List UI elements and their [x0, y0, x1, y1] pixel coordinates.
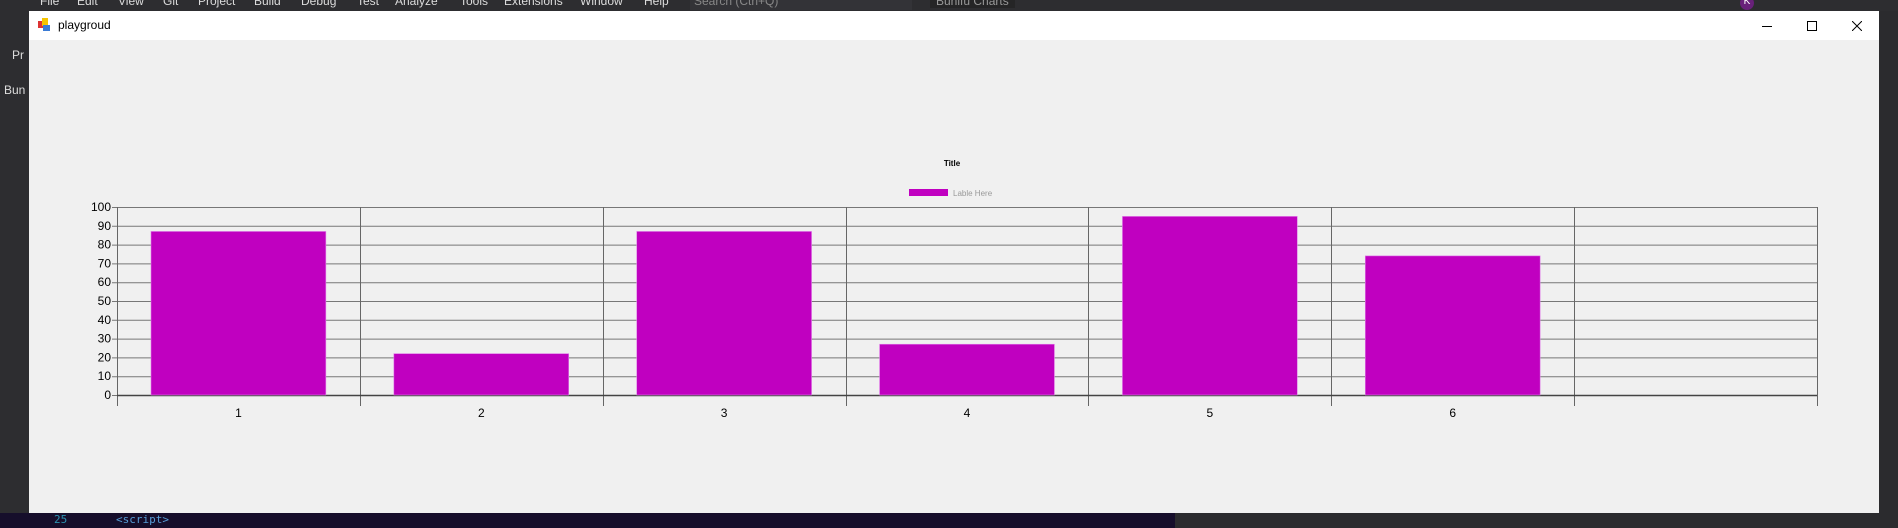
code-line[interactable]: <script> [116, 513, 169, 526]
minimize-icon [1761, 25, 1772, 27]
menu-item-analyze[interactable]: Analyze [395, 0, 438, 8]
ide-label: Pr [12, 48, 24, 62]
maximize-icon [1806, 20, 1817, 31]
menu-item-debug[interactable]: Debug [301, 0, 337, 8]
menu-item-edit[interactable]: Edit [77, 0, 98, 8]
minimize-button[interactable] [1744, 11, 1789, 40]
menu-item-build[interactable]: Build [254, 0, 281, 8]
ide-search-input[interactable]: Search (Ctrl+Q) [690, 0, 912, 10]
app-icon [38, 18, 50, 31]
menu-item-project[interactable]: Project [198, 0, 236, 8]
menu-item-window[interactable]: Window [580, 0, 623, 8]
playground-window: playgroud [29, 11, 1879, 513]
window-title: playgroud [58, 18, 111, 32]
ide-menubar: Search (Ctrl+Q) Bunifu Charts K File Edit… [0, 0, 1898, 11]
menu-item-file[interactable]: File [40, 0, 60, 8]
ide-left-strip: Pr Bun [0, 11, 29, 528]
title-bar[interactable]: playgroud [29, 11, 1879, 40]
close-button[interactable] [1834, 11, 1879, 40]
ide-tab[interactable]: Bun [4, 83, 26, 97]
ide-solution-tab[interactable]: Bunifu Charts [930, 0, 1015, 8]
menu-item-help[interactable]: Help [644, 0, 669, 8]
menu-item-extensions[interactable]: Extensions [504, 0, 563, 8]
menu-item-tools[interactable]: Tools [460, 0, 489, 8]
close-icon [1851, 20, 1862, 31]
menu-item-view[interactable]: View [118, 0, 144, 8]
menu-item-git[interactable]: Git [163, 0, 179, 8]
ide-editor[interactable]: 25 <script> [0, 513, 1175, 528]
maximize-button[interactable] [1789, 11, 1834, 40]
avatar[interactable]: K [1740, 0, 1754, 10]
menu-item-test[interactable]: Test [357, 0, 380, 8]
line-number: 25 [54, 513, 68, 526]
